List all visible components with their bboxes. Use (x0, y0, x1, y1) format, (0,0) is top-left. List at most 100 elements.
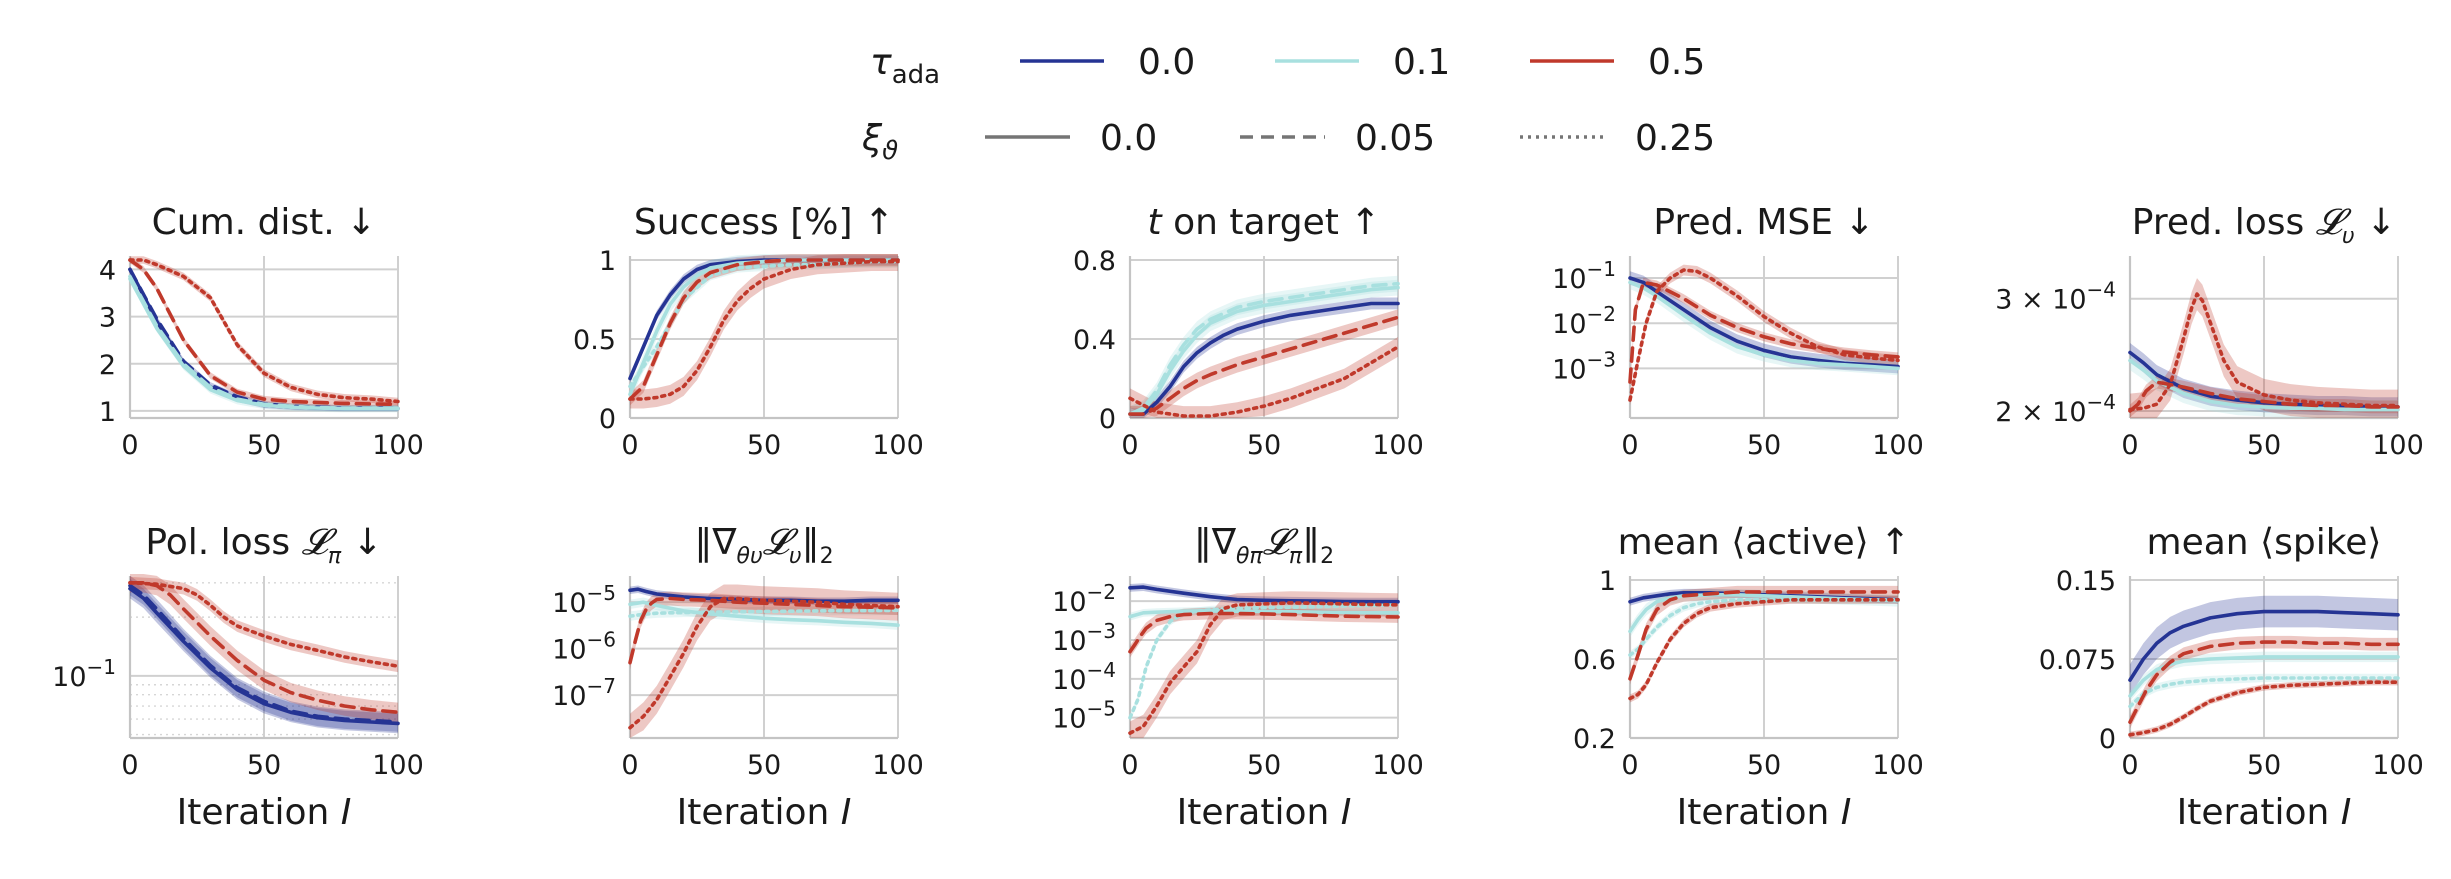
title-norm-sub: 2 (820, 544, 834, 569)
x-axis-label-var: I (1841, 792, 1852, 833)
legend-tau-symbol: τ (870, 42, 892, 83)
panel-title: mean ⟨spike⟩ (2147, 522, 2382, 563)
band-tau0.1-xi0.0 (2130, 350, 2398, 418)
title-norm-close: ‖ (802, 522, 820, 563)
x-tick-label: 100 (1372, 430, 1424, 461)
series-line-tau0.5-xi0.25 (2128, 680, 2400, 737)
x-axis-label-var: I (341, 792, 352, 833)
series-line-tau0.5-xi0.05 (1628, 280, 1900, 384)
y-tick-base: 10 (552, 635, 586, 666)
series-line-tau0.0-xi0.0 (1128, 301, 1400, 416)
series-line-tau0.5-xi0.05 (628, 596, 900, 665)
y-tick-base: 10 (1052, 704, 1086, 735)
y-tick-label: 10−6 (552, 628, 616, 666)
x-tick-label: 0 (621, 750, 638, 781)
series-line-tau0.5-xi0.05 (1128, 611, 1400, 654)
y-tick-base: 10 (1552, 264, 1586, 295)
series-line-tau0.1-xi0.25 (2128, 676, 2400, 709)
band-tau0.5-xi0.05 (1130, 607, 1398, 658)
y-tick-label: 0.6 (1573, 645, 1616, 676)
series-line-tau0.1-xi0.0 (1128, 285, 1400, 416)
y-tick-base: 10 (1052, 665, 1086, 696)
panel-title: Cum. dist. ↓ (152, 202, 377, 243)
panel-title: t on target ↑ (1148, 202, 1381, 243)
x-axis-label-text: Iteration (1177, 792, 1341, 833)
title-norm-open: ‖∇ (694, 522, 737, 563)
y-tick-label: 0.075 (2039, 645, 2116, 676)
y-tick-label: 2 (99, 350, 116, 381)
series-line-tau0.1-xi0.0 (1128, 609, 1400, 619)
y-tick-label: 10−1 (1552, 257, 1616, 295)
x-tick-label: 0 (1121, 750, 1138, 781)
x-tick-label: 0 (121, 750, 138, 781)
x-tick-label: 50 (247, 430, 281, 461)
x-tick-label: 50 (2247, 430, 2281, 461)
series-line-tau0.1-xi0.25 (628, 608, 900, 619)
x-tick-label: 50 (1747, 430, 1781, 461)
x-axis-label: Iteration I (1677, 792, 1852, 833)
series-line-tau0.5-xi0.25 (2128, 292, 2400, 412)
panel-title: Pred. MSE ↓ (1653, 202, 1874, 243)
y-tick-exp: −3 (1087, 619, 1116, 643)
legend-xi-label: ξϑ (861, 118, 898, 166)
x-tick-label: 50 (2247, 750, 2281, 781)
x-axis-label-text: Iteration (1677, 792, 1841, 833)
y-tick-label: 1 (1599, 566, 1616, 597)
legend-xi-symbol: ξ (861, 118, 883, 159)
x-axis-label: Iteration I (177, 792, 352, 833)
series-line-tau0.1-xi0.0 (628, 600, 900, 628)
legend-xi-sub: ϑ (882, 136, 898, 166)
series-line-tau0.5-xi0.25 (1128, 345, 1400, 418)
x-axis-label-var: I (2341, 792, 2352, 833)
y-tick-base: 3 × 10 (1995, 285, 2086, 316)
y-tick-label: 0.2 (1573, 724, 1616, 755)
y-tick-label: 0 (599, 404, 616, 435)
y-tick-label: 3 (99, 303, 116, 334)
series-line-tau0.1-xi0.0 (2128, 655, 2400, 698)
y-tick-base: 10 (552, 681, 586, 712)
x-tick-label: 100 (1872, 750, 1924, 781)
band-tau0.1-xi0.25 (1630, 595, 1898, 659)
series-line-tau0.1-xi0.25 (1128, 603, 1400, 720)
y-tick-base: 10 (1052, 626, 1086, 657)
panel-title: mean ⟨active⟩ ↑ (1618, 522, 1911, 563)
y-tick-label: 2 × 10−4 (1995, 390, 2116, 428)
series-line-tau0.5-xi0.05 (1128, 315, 1400, 416)
title-sub: π (328, 544, 342, 569)
y-tick-base: 2 × 10 (1995, 397, 2086, 428)
series-line-tau0.5-xi0.05 (2128, 640, 2400, 725)
y-tick-label: 0 (1099, 404, 1116, 435)
band-tau0.5-xi0.05 (1630, 585, 1898, 685)
x-tick-label: 100 (872, 430, 924, 461)
series-line-tau0.5-xi0.25 (128, 258, 400, 404)
y-tick-label: 3 × 10−4 (1995, 278, 2116, 316)
panel-4: Pred. MSE ↓10−310−210−10 50 100 (1552, 202, 1924, 461)
x-axis-label: Iteration I (677, 792, 852, 833)
band-tau0.5-xi0.05 (130, 574, 398, 723)
series-line-tau0.5-xi0.05 (1628, 590, 1900, 681)
title-text: Pol. loss (145, 522, 301, 563)
title-norm-open: ‖∇ (1194, 522, 1237, 563)
series-line-tau0.0-xi0.0 (1128, 585, 1400, 604)
legend-tau-value-0.5: 0.5 (1648, 42, 1705, 83)
x-tick-label: 50 (247, 750, 281, 781)
series-line-tau0.5-xi0.05 (628, 258, 900, 401)
y-tick-exp: −4 (2087, 390, 2116, 414)
series-line-tau0.0-xi0.05 (128, 583, 400, 724)
title-text: Pred. loss (2132, 202, 2316, 243)
y-tick-label: 10−1 (52, 655, 116, 693)
y-tick-exp: −2 (1587, 302, 1616, 326)
panel-8: ‖∇θπ𝓛π‖210−510−410−310−20 50 100Iteration … (1052, 522, 1424, 833)
legend-tau-sub: ada (892, 60, 940, 90)
band-tau0.5-xi0.25 (630, 254, 898, 409)
y-tick-exp: −2 (1087, 580, 1116, 604)
y-tick-exp: −5 (587, 581, 616, 605)
x-tick-label: 0 (2121, 750, 2138, 781)
x-axis-label: Iteration I (2177, 792, 2352, 833)
y-tick-base: 10 (1552, 354, 1586, 385)
x-axis-label-text: Iteration (177, 792, 341, 833)
y-tick-exp: −6 (587, 628, 616, 652)
title-sub2: υ (789, 544, 802, 569)
x-axis-label-text: Iteration (2177, 792, 2341, 833)
